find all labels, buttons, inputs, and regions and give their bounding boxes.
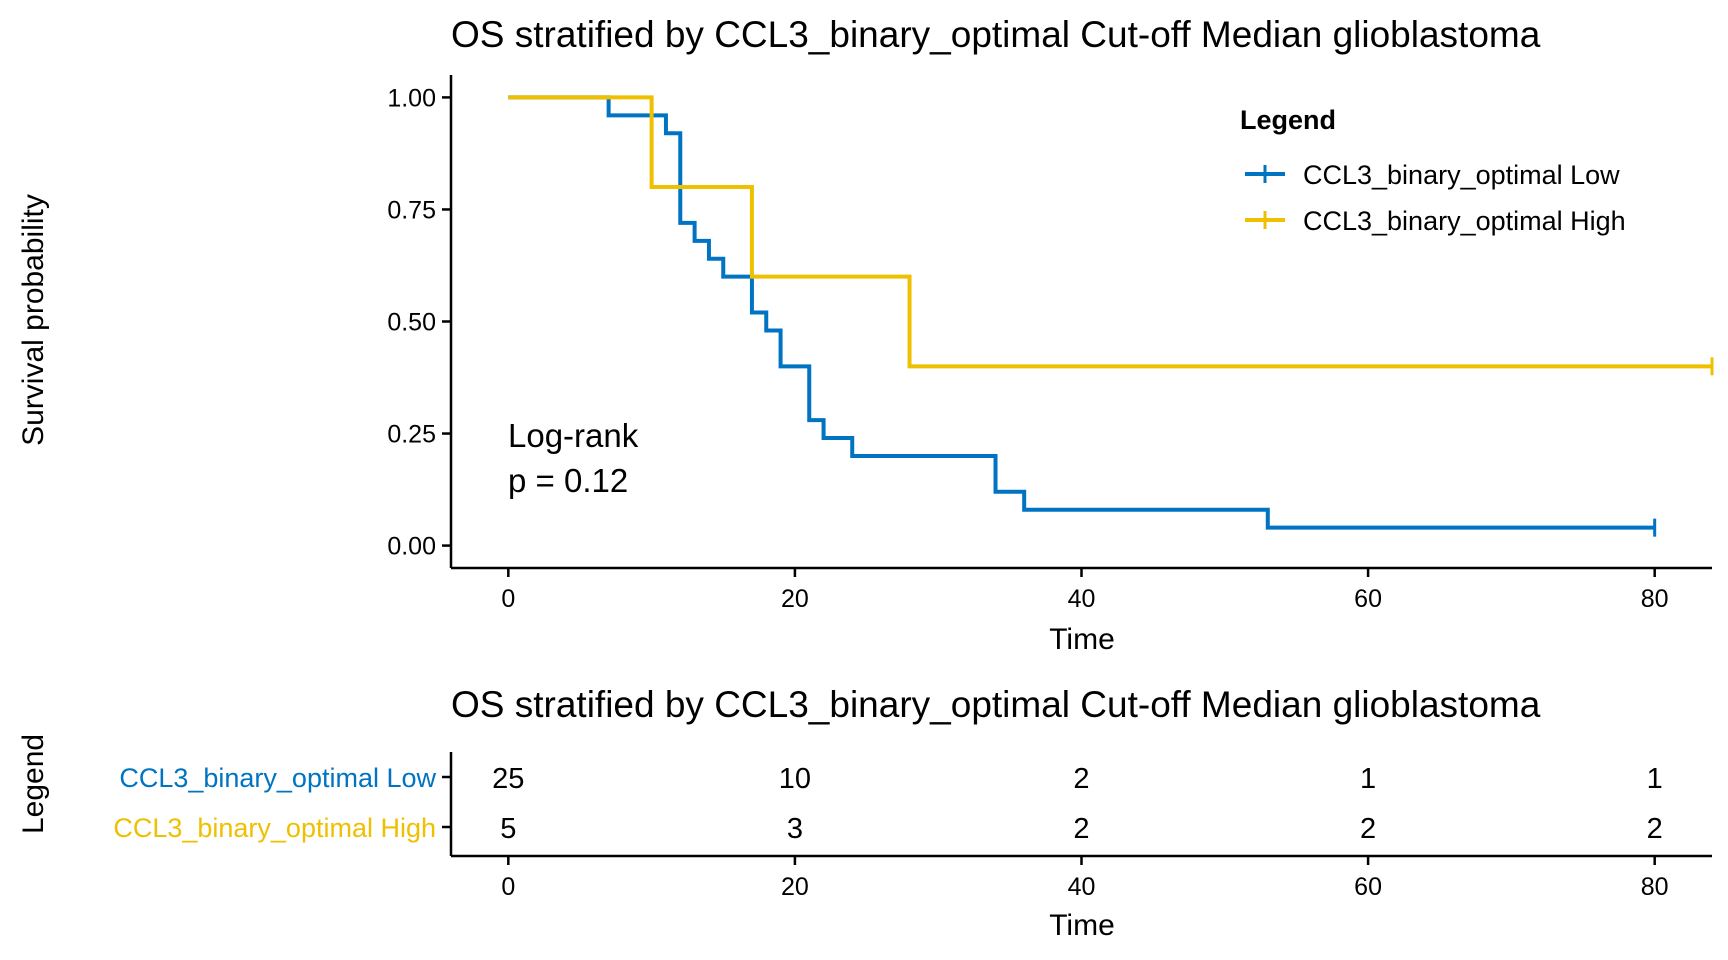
risk-count: 25 [492, 763, 524, 795]
risk-x-tick-label: 80 [1641, 873, 1669, 901]
risk-table-title: OS stratified by CCL3_binary_optimal Cut… [451, 684, 1541, 725]
risk-table-x-ticks: 0 20 40 60 80 [501, 856, 1669, 901]
risk-row-label: CCL3_binary_optimal High [113, 813, 436, 843]
risk-table-ylabel: Legend [17, 734, 50, 834]
y-tick-label: 0.50 [387, 309, 436, 337]
risk-count: 3 [787, 813, 803, 845]
p-value-label: p = 0.12 [508, 462, 628, 499]
x-ticks: 0 20 40 60 80 [501, 568, 1669, 613]
x-tick-label: 20 [781, 585, 809, 613]
legend-entry-label: CCL3_binary_optimal High [1303, 206, 1626, 236]
survival-curve-low [508, 95, 1655, 530]
legend-items: CCL3_binary_optimal Low CCL3_binary_optim… [1245, 160, 1626, 236]
legend-title: Legend [1240, 105, 1336, 135]
risk-row-label: CCL3_binary_optimal Low [119, 763, 436, 793]
y-tick-label: 1.00 [387, 84, 436, 112]
x-axis-label: Time [1049, 623, 1115, 656]
risk-x-tick-label: 0 [501, 873, 515, 901]
logrank-label: Log-rank [508, 417, 639, 454]
y-tick-label: 0.75 [387, 196, 436, 224]
x-tick-label: 60 [1354, 585, 1382, 613]
legend: Legend CCL3_binary_optimal LowCCL3_binar… [1240, 105, 1626, 236]
y-tick-label: 0.00 [387, 533, 436, 561]
risk-count: 2 [1647, 813, 1663, 845]
survival-curves [508, 95, 1714, 537]
y-ticks: 0.00 0.25 0.50 0.75 1.00 [387, 84, 451, 561]
risk-count: 10 [779, 763, 811, 795]
legend-entry-label: CCL3_binary_optimal Low [1303, 160, 1620, 190]
risk-count: 5 [500, 813, 516, 845]
risk-x-tick-label: 40 [1068, 873, 1096, 901]
x-tick-label: 0 [501, 585, 515, 613]
x-tick-label: 80 [1641, 585, 1669, 613]
risk-count: 2 [1073, 763, 1089, 795]
risk-table: OS stratified by CCL3_binary_optimal Cut… [17, 684, 1712, 942]
risk-x-tick-label: 60 [1354, 873, 1382, 901]
risk-count: 1 [1360, 763, 1376, 795]
risk-count: 2 [1073, 813, 1089, 845]
km-plot: OS stratified by CCL3_binary_optimal Cut… [17, 14, 1714, 656]
survival-curve-high [508, 95, 1712, 369]
km-title: OS stratified by CCL3_binary_optimal Cut… [451, 14, 1541, 55]
y-tick-label: 0.25 [387, 421, 436, 449]
risk-count: 2 [1360, 813, 1376, 845]
risk-count: 1 [1647, 763, 1663, 795]
risk-x-tick-label: 20 [781, 873, 809, 901]
y-axis-label: Survival probability [17, 194, 50, 446]
risk-table-rows: CCL3_binary_optimal Low 25 10 2 1 1CCL3_binar… [113, 763, 1662, 845]
risk-table-xlabel: Time [1049, 909, 1115, 942]
x-tick-label: 40 [1068, 585, 1096, 613]
